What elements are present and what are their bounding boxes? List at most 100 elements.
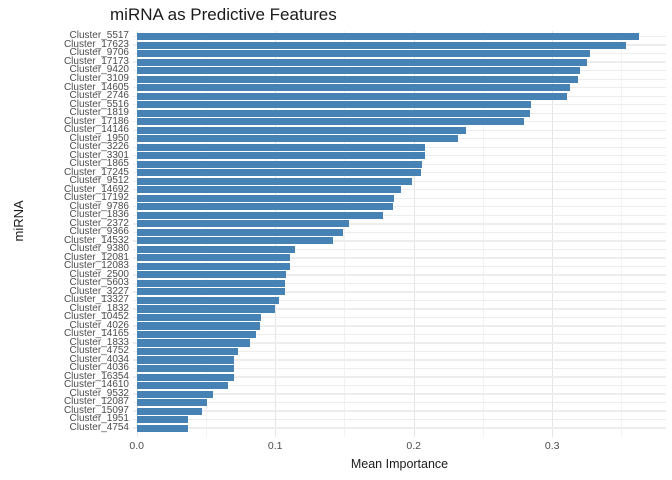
y-tick-label: Cluster_3109 bbox=[69, 73, 129, 84]
gridline-horizontal bbox=[133, 342, 666, 344]
gridline-horizontal bbox=[133, 308, 666, 310]
y-tick-label: Cluster_17173 bbox=[63, 55, 129, 67]
x-axis-tick-labels: 0.0 0.1 0.2 0.3 bbox=[129, 440, 666, 454]
bar-Cluster_14605 bbox=[136, 84, 571, 92]
y-tick-label: Cluster_4752 bbox=[69, 345, 129, 357]
gridline-horizontal bbox=[133, 333, 666, 336]
y-tick-label: Cluster_9786 bbox=[69, 200, 129, 212]
bar-Cluster_17173 bbox=[136, 58, 587, 66]
y-tick-label: Cluster_4026 bbox=[69, 319, 129, 331]
bar-Cluster_14532 bbox=[136, 237, 334, 245]
y-tick-label: Cluster_1833 bbox=[69, 336, 129, 348]
bar-Cluster_3109 bbox=[136, 75, 579, 83]
y-tick-label: Cluster_5517 bbox=[69, 30, 129, 42]
x-tick-label: 0.3 bbox=[544, 440, 560, 452]
gridline-horizontal bbox=[133, 376, 666, 378]
bar-Cluster_1951 bbox=[136, 416, 188, 424]
y-tick-label: Cluster_2372 bbox=[69, 217, 129, 229]
y-tick-label: Cluster_1832 bbox=[69, 302, 129, 314]
bar-Cluster_16354 bbox=[136, 373, 234, 381]
bar-Cluster_2372 bbox=[136, 220, 349, 228]
x-tick-label: 0.2 bbox=[406, 440, 421, 452]
bar-Cluster_1865 bbox=[136, 160, 422, 168]
gridline-horizontal bbox=[133, 393, 666, 395]
y-tick-label: Cluster_1865 bbox=[69, 158, 129, 170]
bar-Cluster_1833 bbox=[136, 339, 251, 347]
gridline-horizontal bbox=[133, 257, 666, 259]
gridline-horizontal bbox=[133, 359, 666, 361]
y-tick-label: Cluster_9420 bbox=[69, 64, 129, 76]
y-tick-label: Cluster_9706 bbox=[69, 47, 129, 59]
y-axis-tick-labels: Cluster_5517 Cluster_17623 Cluster_9706 Clu… bbox=[0, 31, 129, 437]
gridline-vertical-major bbox=[552, 31, 554, 437]
y-tick-label: Cluster_5516 bbox=[69, 98, 129, 110]
bar-Cluster_9532 bbox=[136, 390, 213, 398]
y-tick-label: Cluster_17245 bbox=[63, 166, 129, 178]
gridline-horizontal bbox=[133, 325, 666, 327]
bar-Cluster_14610 bbox=[136, 382, 229, 390]
gridline-horizontal bbox=[133, 401, 666, 404]
bar-Cluster_2500 bbox=[136, 271, 287, 279]
gridline-horizontal bbox=[133, 282, 666, 285]
bar-Cluster_17186 bbox=[136, 118, 525, 126]
y-tick-label: Cluster_17186 bbox=[63, 115, 129, 127]
gridline-vertical-minor bbox=[482, 31, 484, 437]
y-tick-label: Cluster_9380 bbox=[69, 243, 129, 255]
y-tick-label: Cluster_14532 bbox=[63, 234, 129, 246]
y-tick-label: Cluster_10452 bbox=[63, 311, 129, 323]
bar-Cluster_12083 bbox=[136, 262, 291, 270]
y-tick-label: Cluster_4754 bbox=[69, 421, 129, 433]
bar-Cluster_9706 bbox=[136, 50, 590, 58]
y-tick-label: Cluster_16354 bbox=[63, 370, 129, 382]
bar-Cluster_4034 bbox=[136, 356, 234, 364]
y-tick-label: Cluster_14165 bbox=[63, 328, 129, 340]
gridline-horizontal bbox=[133, 197, 666, 199]
bar-Cluster_14165 bbox=[136, 330, 256, 339]
bar-Cluster_10452 bbox=[136, 313, 262, 322]
bar-Cluster_4752 bbox=[136, 347, 238, 356]
gridline-horizontal bbox=[133, 410, 666, 412]
bar-Cluster_12081 bbox=[136, 254, 291, 262]
gridline-horizontal bbox=[133, 265, 666, 268]
bar-Cluster_17192 bbox=[136, 194, 395, 202]
y-tick-label: Cluster_3301 bbox=[69, 149, 129, 161]
y-tick-label: Cluster_12087 bbox=[63, 396, 129, 408]
y-tick-label: Cluster_9512 bbox=[69, 175, 129, 187]
bar-Cluster_1836 bbox=[136, 211, 384, 219]
y-tick-label: Cluster_14692 bbox=[63, 183, 129, 195]
gridline-horizontal bbox=[133, 316, 666, 319]
bar-Cluster_3227 bbox=[136, 288, 285, 296]
gridline-horizontal bbox=[133, 240, 666, 242]
chart-title: miRNA as Predictive Features bbox=[110, 5, 337, 24]
bar-Cluster_4754 bbox=[136, 424, 188, 432]
bar-Cluster_3226 bbox=[136, 143, 425, 151]
y-tick-label: Cluster_1950 bbox=[69, 132, 129, 144]
y-tick-label: Cluster_5603 bbox=[69, 277, 129, 289]
bar-Cluster_3301 bbox=[136, 152, 425, 160]
y-tick-label: Cluster_15097 bbox=[63, 404, 129, 416]
bar-Cluster_9512 bbox=[136, 177, 413, 185]
bar-Cluster_5516 bbox=[136, 101, 532, 109]
bar-Cluster_1832 bbox=[136, 305, 276, 313]
plot-panel bbox=[133, 31, 666, 437]
y-tick-label: Cluster_4036 bbox=[69, 362, 129, 374]
bar-Cluster_14146 bbox=[136, 126, 467, 134]
gridline-horizontal bbox=[133, 223, 666, 225]
y-tick-label: Cluster_4034 bbox=[69, 353, 129, 365]
bar-Cluster_9420 bbox=[136, 67, 580, 75]
bar-Cluster_9366 bbox=[136, 228, 344, 236]
bar-Cluster_9786 bbox=[136, 203, 393, 211]
y-tick-label: Cluster_3226 bbox=[69, 141, 129, 152]
gridline-horizontal bbox=[133, 384, 666, 387]
bar-Cluster_4026 bbox=[136, 322, 260, 330]
y-tick-label: Cluster_1836 bbox=[69, 209, 129, 221]
gridline-horizontal bbox=[133, 214, 666, 216]
y-tick-label: Cluster_3227 bbox=[69, 285, 129, 297]
bar-Cluster_1950 bbox=[136, 135, 458, 143]
gridline-vertical-major bbox=[413, 31, 415, 437]
gridline-horizontal bbox=[133, 427, 666, 429]
y-tick-label: Cluster_17623 bbox=[63, 38, 129, 50]
y-tick-label: Cluster_12081 bbox=[63, 251, 129, 263]
gridline-vertical-minor bbox=[621, 31, 623, 437]
